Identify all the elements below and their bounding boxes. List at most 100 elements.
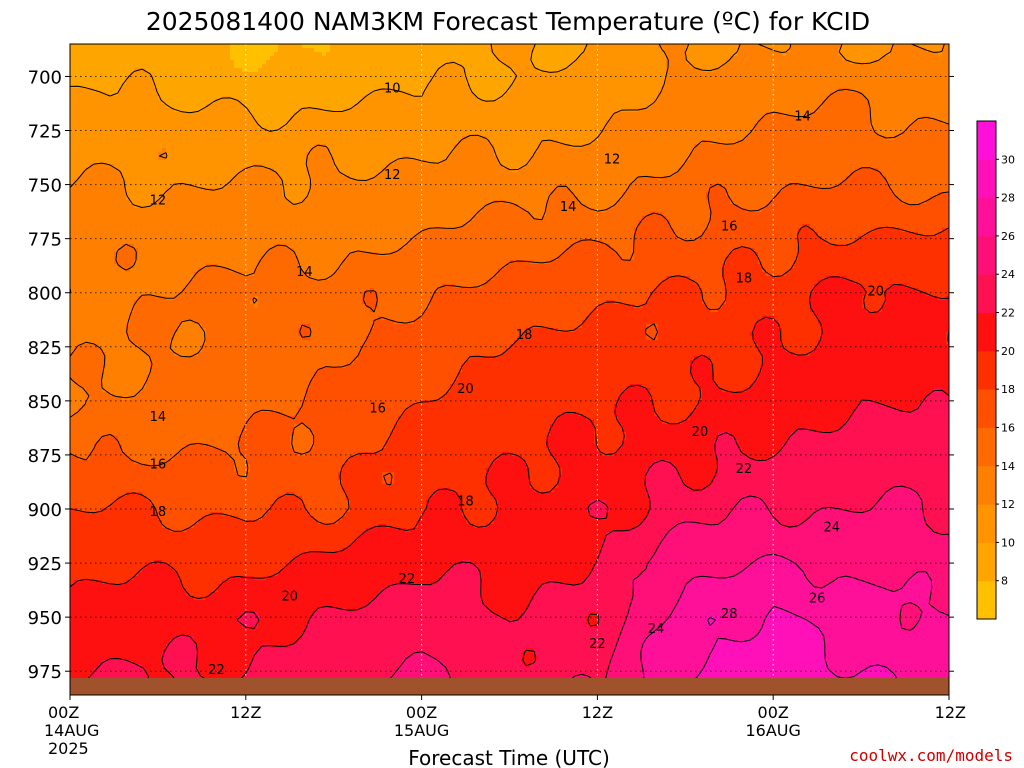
temperature-cell <box>362 56 367 61</box>
temperature-cell <box>618 92 623 97</box>
temperature-cell <box>442 76 447 81</box>
temperature-cell <box>170 92 175 97</box>
temperature-cell <box>438 92 443 97</box>
temperature-cell <box>874 76 879 81</box>
temperature-cell <box>478 76 483 81</box>
temperature-cell <box>414 60 419 65</box>
temperature-cell <box>934 124 939 129</box>
temperature-cell <box>134 76 139 81</box>
temperature-cell <box>830 48 835 53</box>
temperature-cell <box>662 96 667 101</box>
temperature-cell <box>362 92 367 97</box>
temperature-cell <box>78 120 83 125</box>
temperature-cell <box>702 88 707 93</box>
temperature-cell <box>882 48 887 53</box>
temperature-cell <box>290 68 295 73</box>
temperature-cell <box>406 128 411 133</box>
temperature-cell <box>482 124 487 129</box>
temperature-cell <box>882 64 887 69</box>
temperature-cell <box>558 56 563 61</box>
temperature-cell <box>722 52 727 57</box>
temperature-cell <box>414 132 419 137</box>
temperature-cell <box>450 64 455 69</box>
temperature-cell <box>802 108 807 113</box>
temperature-cell <box>594 96 599 101</box>
temperature-cell <box>170 48 175 53</box>
temperature-cell <box>374 132 379 137</box>
temperature-cell <box>794 120 799 125</box>
temperature-cell <box>730 48 735 53</box>
temperature-cell <box>70 128 75 133</box>
temperature-cell <box>306 80 311 85</box>
temperature-cell <box>238 124 243 129</box>
temperature-cell <box>870 72 875 77</box>
temperature-cell <box>386 80 391 85</box>
temperature-cell <box>394 96 399 101</box>
temperature-cell <box>578 88 583 93</box>
temperature-cell <box>738 116 743 121</box>
temperature-cell <box>246 48 251 53</box>
temperature-cell <box>738 120 743 125</box>
temperature-cell <box>526 44 531 49</box>
temperature-cell <box>170 128 175 133</box>
temperature-cell <box>422 44 427 49</box>
temperature-cell <box>426 116 431 121</box>
temperature-cell <box>346 60 351 65</box>
temperature-cell <box>286 52 291 57</box>
temperature-cell <box>854 104 859 109</box>
temperature-cell <box>894 48 899 53</box>
temperature-cell <box>898 76 903 81</box>
temperature-cell <box>250 100 255 105</box>
temperature-cell <box>142 48 147 53</box>
temperature-cell <box>414 124 419 129</box>
temperature-cell <box>586 52 591 57</box>
temperature-cell <box>898 80 903 85</box>
temperature-cell <box>834 112 839 117</box>
temperature-cell <box>474 72 479 77</box>
temperature-cell <box>754 84 759 89</box>
temperature-cell <box>126 68 131 73</box>
temperature-cell <box>74 64 79 69</box>
temperature-cell <box>658 120 663 125</box>
temperature-cell <box>294 52 299 57</box>
temperature-cell <box>90 44 95 49</box>
temperature-cell <box>518 84 523 89</box>
temperature-cell <box>226 48 231 53</box>
temperature-cell <box>594 60 599 65</box>
temperature-cell <box>606 48 611 53</box>
temperature-cell <box>726 128 731 133</box>
temperature-cell <box>854 64 859 69</box>
temperature-cell <box>678 60 683 65</box>
temperature-cell <box>166 48 171 53</box>
temperature-cell <box>178 56 183 61</box>
temperature-cell <box>250 96 255 101</box>
temperature-cell <box>238 44 243 49</box>
temperature-cell <box>166 84 171 89</box>
temperature-cell <box>598 112 603 117</box>
temperature-cell <box>174 60 179 65</box>
temperature-cell <box>674 100 679 105</box>
temperature-cell <box>86 56 91 61</box>
temperature-cell <box>82 124 87 129</box>
temperature-cell <box>630 96 635 101</box>
temperature-cell <box>586 108 591 113</box>
temperature-cell <box>670 92 675 97</box>
temperature-cell <box>478 112 483 117</box>
temperature-cell <box>494 64 499 69</box>
temperature-cell <box>414 88 419 93</box>
temperature-cell <box>478 92 483 97</box>
temperature-cell <box>830 84 835 89</box>
temperature-cell <box>390 44 395 49</box>
temperature-cell <box>530 88 535 93</box>
temperature-cell <box>946 104 949 109</box>
temperature-cell <box>166 72 171 77</box>
temperature-cell <box>426 64 431 69</box>
temperature-cell <box>186 72 191 77</box>
temperature-cell <box>722 100 727 105</box>
temperature-cell <box>438 76 443 81</box>
temperature-cell <box>246 120 251 125</box>
temperature-cell <box>910 112 915 117</box>
temperature-cell <box>702 52 707 57</box>
temperature-cell <box>186 124 191 129</box>
temperature-cell <box>670 100 675 105</box>
